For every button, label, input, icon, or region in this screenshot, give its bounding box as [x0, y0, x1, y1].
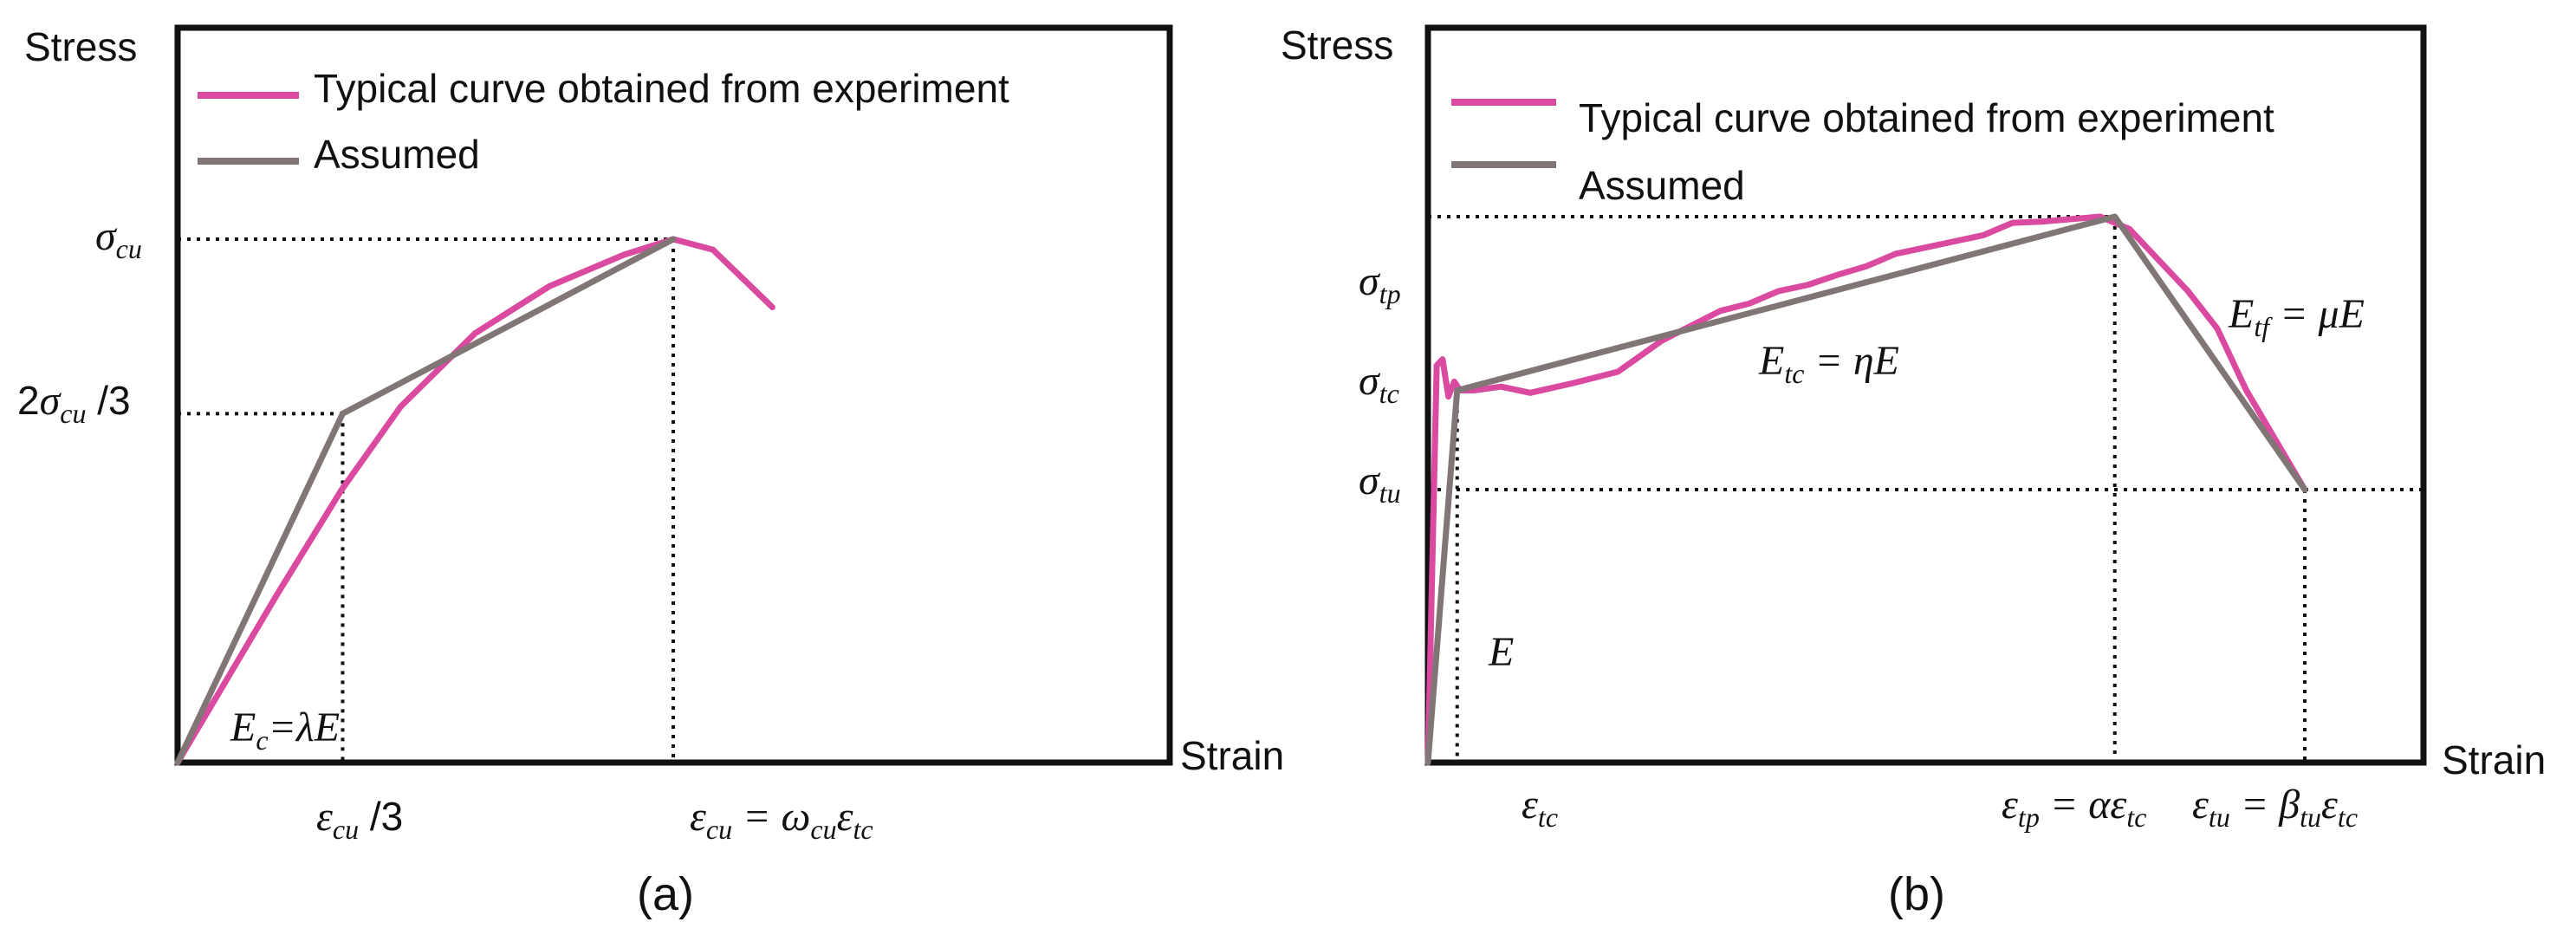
series-a-assumed — [174, 236, 677, 766]
caption-b: (b) — [1888, 868, 1945, 920]
y-tick-sigma-tp: σtp — [1359, 258, 1401, 309]
x-tick-eps-tu: εtu = βtuεtc — [2192, 782, 2358, 833]
legend-label-assumed-a: Assumed — [314, 132, 480, 177]
annotation-e: E — [1488, 629, 1514, 675]
x-tick-eps-cu: εcu = ωcuεtc — [690, 794, 873, 845]
chart-a: Stress Strain Typical curve obtained from … — [17, 24, 1284, 920]
y-tick-sigma-tu: σtu — [1359, 458, 1401, 509]
plot-frame-a — [174, 24, 1173, 766]
y-tick-sigma-tc: σtc — [1359, 358, 1399, 409]
legend-label-experiment-a: Typical curve obtained from experiment — [314, 66, 1009, 111]
x-axis-label-b: Strain — [2442, 737, 2546, 782]
series-b-assumed — [1424, 213, 2308, 766]
caption-a: (a) — [637, 868, 694, 920]
annotation-etc: Etc = ηE — [1758, 338, 1899, 389]
annotation-ec: Ec=λE — [230, 704, 340, 756]
y-tick-two-thirds: 2σcu /3 — [17, 378, 131, 429]
x-tick-eps-cu-third: εcu /3 — [316, 794, 403, 845]
y-axis-label-a: Stress — [24, 24, 137, 69]
annotation-etf: Etf = μE — [2228, 291, 2365, 342]
series-a-experiment — [174, 236, 775, 766]
x-tick-eps-tc: εtc — [1522, 782, 1558, 833]
chart-b: Stress Strain Typical curve obtained from … — [1281, 23, 2546, 920]
x-tick-eps-tp: εtp = αεtc — [2002, 782, 2146, 833]
legend-label-experiment-b: Typical curve obtained from experiment — [1579, 95, 2274, 140]
x-axis-label-a: Strain — [1180, 733, 1284, 778]
y-tick-sigma-cu: σcu — [95, 213, 142, 264]
legend-label-assumed-b: Assumed — [1579, 163, 1745, 208]
y-axis-label-b: Stress — [1281, 23, 1393, 68]
plot-frame-b — [1424, 24, 2427, 766]
